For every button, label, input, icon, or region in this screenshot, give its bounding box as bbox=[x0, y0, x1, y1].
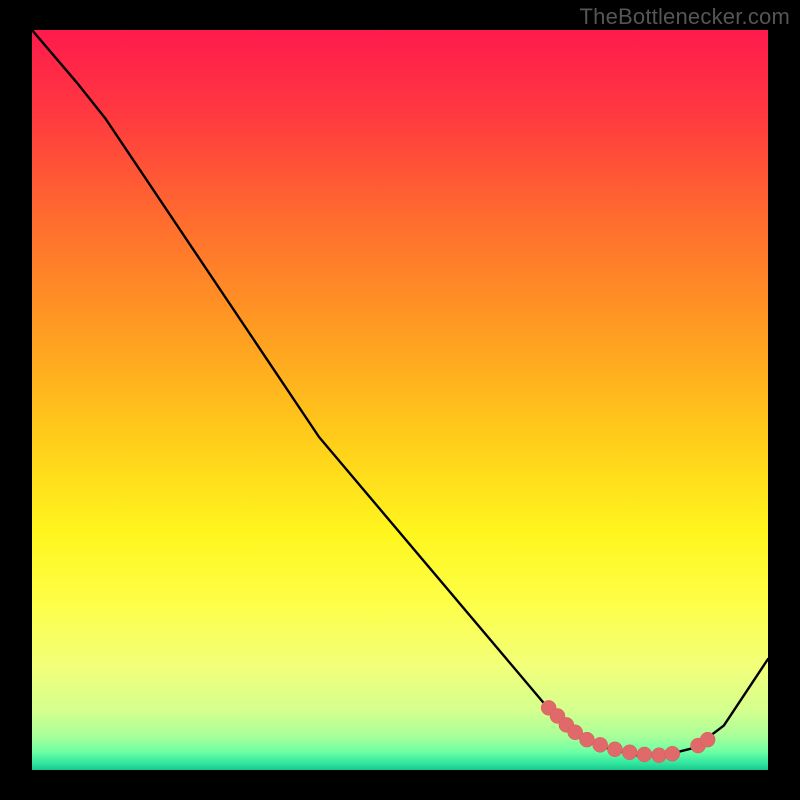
curve-marker bbox=[593, 737, 608, 752]
curve-marker bbox=[637, 747, 652, 762]
gradient-background bbox=[32, 30, 768, 770]
curve-marker bbox=[700, 732, 715, 747]
curve-marker bbox=[665, 746, 680, 761]
chart-svg bbox=[0, 0, 800, 800]
curve-marker bbox=[622, 745, 637, 760]
curve-marker bbox=[607, 742, 622, 757]
watermark-text: TheBottlenecker.com bbox=[580, 4, 790, 30]
curve-marker bbox=[652, 748, 667, 763]
curve-marker bbox=[579, 732, 594, 747]
